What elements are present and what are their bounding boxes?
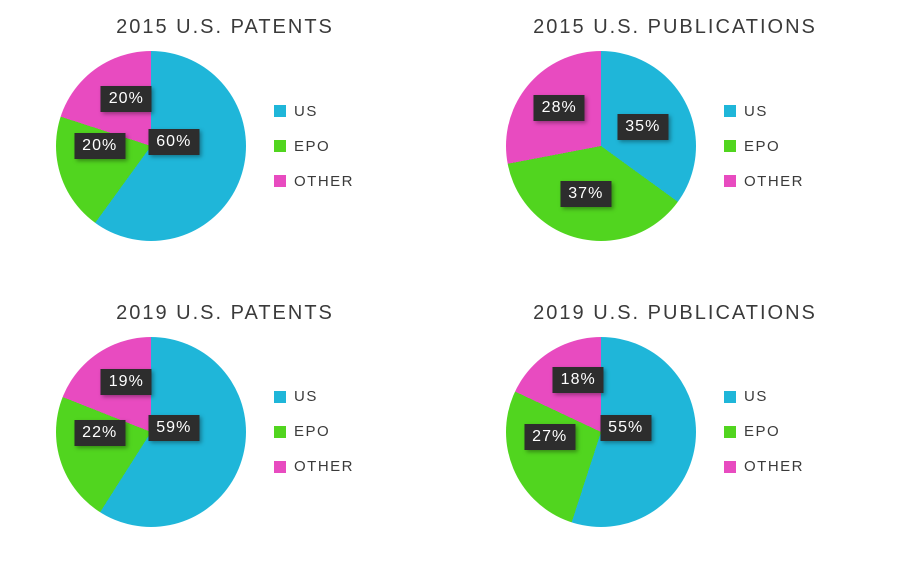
pie-chart: 35% 37% 28% xyxy=(506,51,696,241)
panel-patents-2019: 2019 U.S. PATENTS 59% 22% 19% US EPO xyxy=(0,286,450,571)
legend: US EPO OTHER xyxy=(274,388,354,475)
slice-label-us: 35% xyxy=(617,114,668,140)
slice-label-other: 20% xyxy=(101,86,152,112)
swatch-epo xyxy=(724,426,736,438)
swatch-epo xyxy=(274,140,286,152)
legend: US EPO OTHER xyxy=(724,388,804,475)
chart-title: 2019 U.S. PUBLICATIONS xyxy=(533,302,817,325)
legend-item-other: OTHER xyxy=(724,458,804,475)
chart-row: 55% 27% 18% US EPO OTHER xyxy=(450,337,900,527)
legend-text-other: OTHER xyxy=(294,173,354,190)
legend-text-us: US xyxy=(744,388,768,405)
chart-title: 2015 U.S. PUBLICATIONS xyxy=(533,16,817,39)
pie-chart: 55% 27% 18% xyxy=(506,337,696,527)
slice-label-epo: 37% xyxy=(560,181,611,207)
legend-text-other: OTHER xyxy=(294,458,354,475)
legend-item-other: OTHER xyxy=(724,173,804,190)
panel-publications-2019: 2019 U.S. PUBLICATIONS 55% 27% 18% US EP… xyxy=(450,286,900,571)
legend-text-us: US xyxy=(294,388,318,405)
legend-text-other: OTHER xyxy=(744,458,804,475)
slice-label-other: 19% xyxy=(101,369,152,395)
chart-row: 60% 20% 20% US EPO OTHER xyxy=(0,51,450,241)
swatch-other xyxy=(724,461,736,473)
panel-patents-2015: 2015 U.S. PATENTS 60% 20% 20% US EPO xyxy=(0,0,450,286)
slice-label-other: 28% xyxy=(534,95,585,121)
legend-item-other: OTHER xyxy=(274,458,354,475)
legend-text-epo: EPO xyxy=(744,138,780,155)
legend-text-epo: EPO xyxy=(294,423,330,440)
swatch-other xyxy=(274,461,286,473)
legend-text-other: OTHER xyxy=(744,173,804,190)
slice-label-us: 59% xyxy=(148,415,199,441)
slice-label-epo: 22% xyxy=(74,420,125,446)
legend-item-epo: EPO xyxy=(274,423,354,440)
legend-text-us: US xyxy=(294,103,318,120)
slice-label-epo: 27% xyxy=(524,424,575,450)
slice-label-epo: 20% xyxy=(74,133,125,159)
panel-publications-2015: 2015 U.S. PUBLICATIONS 35% 37% 28% US EP… xyxy=(450,0,900,286)
slice-label-us: 60% xyxy=(148,129,199,155)
legend-item-us: US xyxy=(274,388,354,405)
chart-row: 59% 22% 19% US EPO OTHER xyxy=(0,337,450,527)
swatch-us xyxy=(274,391,286,403)
legend-item-other: OTHER xyxy=(274,173,354,190)
swatch-other xyxy=(724,175,736,187)
swatch-epo xyxy=(724,140,736,152)
swatch-us xyxy=(724,105,736,117)
legend-item-epo: EPO xyxy=(274,138,354,155)
legend-text-epo: EPO xyxy=(294,138,330,155)
swatch-epo xyxy=(274,426,286,438)
slice-label-other: 18% xyxy=(553,367,604,393)
legend-item-epo: EPO xyxy=(724,423,804,440)
pie-chart: 59% 22% 19% xyxy=(56,337,246,527)
legend: US EPO OTHER xyxy=(274,103,354,190)
swatch-us xyxy=(724,391,736,403)
slice-label-us: 55% xyxy=(600,415,651,441)
legend: US EPO OTHER xyxy=(724,103,804,190)
legend-text-epo: EPO xyxy=(744,423,780,440)
chart-row: 35% 37% 28% US EPO OTHER xyxy=(450,51,900,241)
charts-grid: 2015 U.S. PATENTS 60% 20% 20% US EPO xyxy=(0,0,900,571)
legend-item-us: US xyxy=(724,103,804,120)
legend-item-us: US xyxy=(274,103,354,120)
pie-circle xyxy=(506,51,696,241)
swatch-us xyxy=(274,105,286,117)
legend-item-us: US xyxy=(724,388,804,405)
pie-chart: 60% 20% 20% xyxy=(56,51,246,241)
swatch-other xyxy=(274,175,286,187)
chart-title: 2019 U.S. PATENTS xyxy=(116,302,334,325)
chart-title: 2015 U.S. PATENTS xyxy=(116,16,334,39)
legend-text-us: US xyxy=(744,103,768,120)
legend-item-epo: EPO xyxy=(724,138,804,155)
